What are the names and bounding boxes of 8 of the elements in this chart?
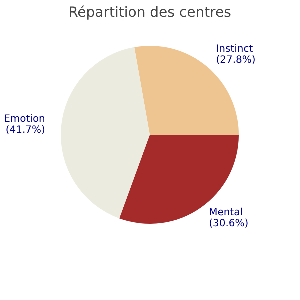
slice-label: Mental	[209, 207, 244, 218]
data-label: (27.8%)	[216, 55, 256, 66]
data-label: (41.7%)	[6, 124, 46, 136]
slice-label: Emotion	[4, 114, 46, 125]
data-label: (30.6%)	[209, 218, 249, 230]
pie-slice	[61, 47, 150, 219]
slice-label: Instinct	[216, 44, 254, 56]
chart-title: Répartition des centres	[68, 5, 232, 21]
